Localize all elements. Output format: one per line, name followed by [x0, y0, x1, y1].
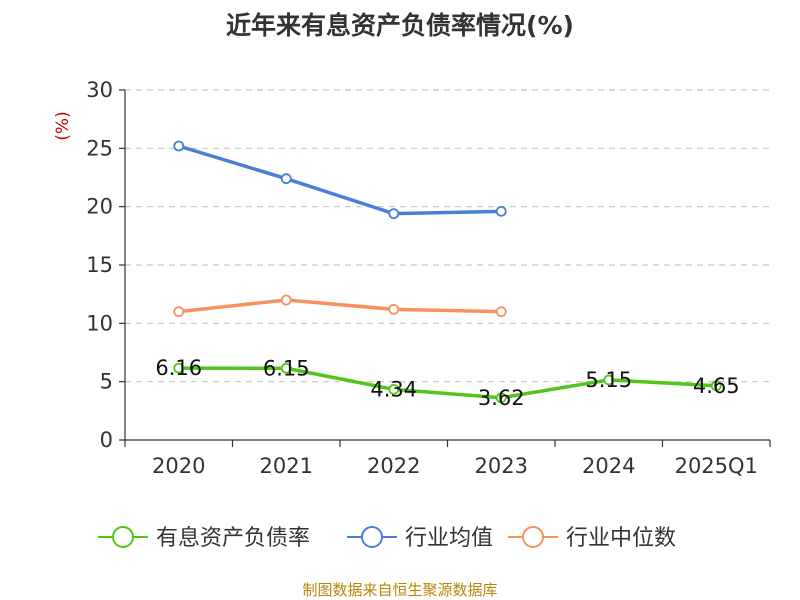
y-tick-label: 25: [86, 136, 113, 160]
y-tick-label: 0: [100, 428, 113, 452]
data-label: 3.62: [478, 386, 525, 410]
data-point: [388, 383, 400, 395]
x-tick-label: 2020: [152, 454, 205, 478]
legend-marker: [361, 526, 383, 548]
data-point: [388, 208, 400, 220]
axes: 0 5 10 15 20 25 30 2020 2021 2022 2023 2024 2025Q1: [86, 78, 771, 478]
x-tick-label: 2021: [260, 454, 313, 478]
x-tick-label: 2024: [582, 454, 635, 478]
x-tick-label: 2023: [475, 454, 528, 478]
data-point: [495, 306, 507, 318]
data-point: [280, 173, 292, 185]
y-tick-label: 15: [86, 253, 113, 277]
series-line: [177, 144, 503, 216]
legend-label: 行业均值: [405, 526, 493, 551]
gridlines: [125, 89, 770, 383]
data-label: 5.15: [585, 368, 632, 392]
data-point: [280, 362, 292, 374]
legend-label: 行业中位数: [566, 526, 676, 551]
data-point: [173, 140, 185, 152]
data-point: [280, 294, 292, 306]
data-label: 4.34: [370, 377, 417, 401]
data-point: [603, 374, 615, 386]
data-point: [495, 392, 507, 404]
legend-marker: [112, 526, 134, 548]
data-point: [710, 380, 722, 392]
data-label: 6.16: [155, 356, 202, 380]
series-line: [177, 298, 503, 314]
legend-marker: [522, 526, 544, 548]
data-point: [173, 306, 185, 318]
y-tick-label: 10: [86, 311, 113, 335]
series-line: [177, 366, 718, 400]
data-point: [388, 303, 400, 315]
legend: 有息资产负债率 行业均值 行业中位数: [98, 526, 676, 551]
data-point: [495, 205, 507, 217]
x-tick-label: 2022: [367, 454, 420, 478]
data-labels: 6.16 6.15 4.34 3.62 5.15 4.65: [155, 356, 739, 410]
legend-label: 有息资产负债率: [156, 526, 310, 551]
data-label: 6.15: [263, 356, 310, 380]
data-point: [173, 362, 185, 374]
data-label: 4.65: [693, 374, 740, 398]
y-tick-label: 20: [86, 195, 113, 219]
chart-title: 近年来有息资产负债率情况(%): [226, 11, 574, 40]
y-axis-label: (%): [53, 111, 73, 140]
source-note: 制图数据来自恒生聚源数据库: [302, 581, 497, 599]
y-tick-label: 30: [86, 78, 113, 102]
x-tick-label: 2025Q1: [675, 454, 758, 478]
series-lines: [173, 140, 722, 404]
y-tick-label: 5: [100, 370, 113, 394]
